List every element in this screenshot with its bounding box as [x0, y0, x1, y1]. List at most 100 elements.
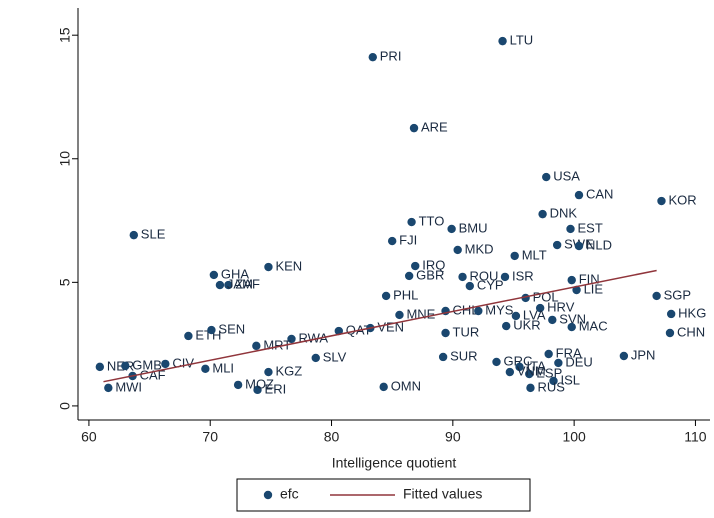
point-label: MYS [485, 302, 514, 317]
point-label: DNK [550, 206, 578, 221]
point-label: MLI [212, 360, 234, 375]
point-label: TTO [419, 213, 445, 228]
point [510, 251, 519, 261]
point-label: NLD [586, 237, 612, 252]
point-label: SUR [450, 348, 477, 363]
point [387, 236, 397, 246]
point-label: OMN [391, 378, 421, 393]
point-label: HKG [678, 305, 706, 320]
x-tick-label: 90 [445, 429, 461, 445]
point [447, 224, 456, 234]
point-label: SLE [141, 227, 166, 242]
point-label: SGP [664, 287, 691, 302]
point-label: KOR [668, 192, 696, 207]
point [441, 328, 450, 338]
point [184, 331, 193, 341]
point [665, 328, 675, 338]
point-label: ARE [421, 120, 448, 135]
point-label: ESP [536, 365, 562, 380]
point-label: USA [553, 168, 580, 183]
point-label: CHL [453, 302, 479, 317]
point-label: MNE [406, 306, 435, 321]
point [511, 311, 521, 321]
x-tick-label: 100 [562, 429, 586, 445]
point [502, 321, 511, 331]
point-label: GHA [221, 266, 250, 281]
point [538, 209, 547, 219]
point-label: ISR [512, 268, 534, 283]
point-label: LVA [523, 307, 546, 322]
point [498, 36, 507, 46]
point [334, 326, 344, 336]
point [161, 359, 170, 369]
point [657, 196, 666, 206]
point-label: MKD [465, 241, 494, 256]
point [129, 230, 139, 240]
point-label: GMB [132, 357, 162, 372]
point-label: DEU [565, 354, 592, 369]
point-label: FRA [556, 345, 582, 360]
point-label: KGZ [275, 363, 302, 378]
point-label: EST [577, 220, 602, 235]
point-label: VNM [517, 363, 546, 378]
point [619, 351, 629, 361]
point [264, 367, 273, 377]
point [201, 364, 210, 374]
point [104, 383, 113, 393]
point [253, 385, 262, 395]
x-axis-title: Intelligence quotient [332, 455, 457, 471]
point [525, 369, 534, 379]
point [535, 303, 545, 313]
point-label: FJI [399, 233, 417, 248]
point [264, 262, 273, 272]
x-tick-label: 110 [684, 429, 707, 445]
point [572, 285, 581, 295]
point [233, 380, 243, 390]
point-label: GBR [416, 267, 444, 282]
point [207, 325, 216, 335]
point [438, 352, 448, 362]
point [515, 362, 524, 372]
point-label: MOZ [245, 376, 274, 391]
point-label: UKR [513, 318, 540, 333]
point-label: MWI [115, 379, 142, 394]
point [666, 309, 676, 319]
y-tick-label: 0 [57, 402, 73, 410]
point [548, 315, 557, 325]
point [567, 322, 576, 332]
point [311, 353, 320, 363]
point [474, 306, 483, 316]
legend-marker [263, 490, 273, 500]
point-label: RUS [537, 379, 565, 394]
legend-label: Fitted values [403, 486, 482, 502]
point [411, 261, 420, 271]
point [215, 280, 225, 290]
point-label: MLT [522, 247, 547, 262]
point-label: SVN [559, 311, 586, 326]
point [574, 241, 584, 251]
point [404, 271, 414, 281]
point-label: MAC [579, 319, 608, 334]
point [379, 382, 388, 392]
point [395, 310, 404, 320]
point-label: ITA [527, 358, 547, 373]
point-label: LTU [510, 33, 534, 48]
point-label: LIE [584, 281, 604, 296]
point [287, 334, 296, 344]
point-label: PHL [393, 287, 418, 302]
point [544, 349, 553, 359]
point-label: SLV [323, 349, 347, 364]
point [574, 190, 584, 200]
point-label: JPN [631, 347, 656, 362]
point-label: GRC [504, 353, 533, 368]
point [652, 291, 661, 301]
point [224, 280, 233, 290]
point-label: IRQ [422, 257, 445, 272]
y-tick-label: 10 [57, 151, 73, 167]
point [552, 240, 562, 250]
point-label: SEN [218, 321, 245, 336]
point [554, 358, 563, 368]
point-label: POL [533, 289, 559, 304]
